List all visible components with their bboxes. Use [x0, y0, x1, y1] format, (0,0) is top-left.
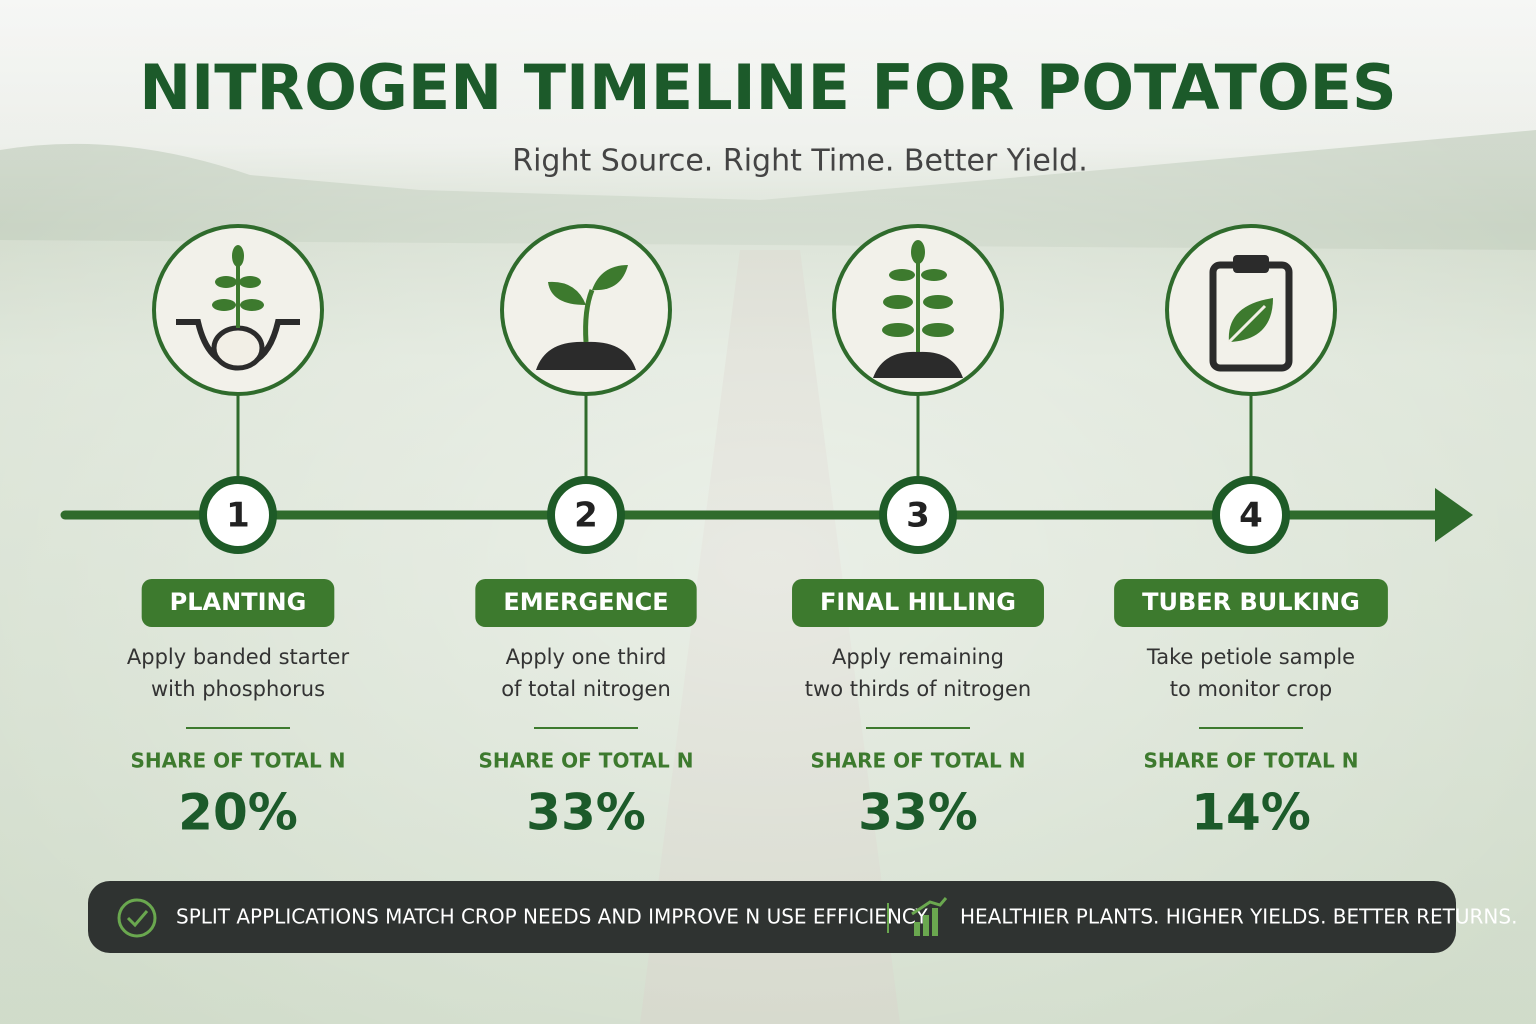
timeline-arrow	[1435, 488, 1473, 542]
share-value: 14%	[1191, 784, 1311, 842]
description: Apply one third	[506, 645, 667, 669]
check-mark	[126, 910, 149, 928]
subtitle: Right Source. Right Time. Better Yield.	[512, 144, 1088, 179]
stages: 1 PLANTING Apply banded starter with phosph…	[127, 224, 1388, 842]
footer-right: HEALTHIER PLANTS. HIGHER YIELDS. BETTER …	[960, 905, 1517, 929]
stage-pill	[792, 579, 1044, 627]
step-number: 3	[906, 496, 930, 536]
stage-pill	[1114, 579, 1388, 627]
description: two thirds of nitrogen	[805, 677, 1031, 701]
description: of total nitrogen	[501, 677, 671, 701]
title: NITROGEN TIMELINE FOR POTATOES	[139, 51, 1396, 124]
share-label: SHARE OF TOTAL N	[479, 749, 694, 773]
description: to monitor crop	[1170, 677, 1333, 701]
share-label: SHARE OF TOTAL N	[811, 749, 1026, 773]
footer-left: SPLIT APPLICATIONS MATCH CROP NEEDS AND …	[176, 905, 930, 929]
step-circle	[547, 476, 625, 554]
step-circle	[199, 476, 277, 554]
description: with phosphorus	[151, 677, 325, 701]
stage-label: FINAL HILLING	[820, 588, 1016, 616]
check-icon	[117, 898, 157, 938]
icon-hilling	[873, 240, 963, 378]
share-value: 33%	[526, 784, 646, 842]
stage-pill	[141, 579, 335, 627]
icon-planting	[176, 245, 300, 371]
share-label: SHARE OF TOTAL N	[131, 749, 346, 773]
icon-sample	[1209, 255, 1293, 372]
stage-pill	[475, 579, 697, 627]
description: Apply banded starter	[127, 645, 350, 669]
description: Take petiole sample	[1146, 645, 1355, 669]
stage-label: PLANTING	[170, 588, 307, 616]
stage-label: EMERGENCE	[503, 588, 668, 616]
description: Apply remaining	[832, 645, 1004, 669]
step-circle	[879, 476, 957, 554]
step-number: 1	[226, 496, 250, 536]
step-number: 4	[1239, 496, 1263, 536]
icon-emergence	[536, 265, 636, 370]
chart-icon	[911, 897, 948, 936]
step-number: 2	[574, 496, 598, 536]
footer-bar	[88, 881, 1456, 953]
stage-label: TUBER BULKING	[1142, 588, 1360, 616]
share-label: SHARE OF TOTAL N	[1144, 749, 1359, 773]
share-value: 20%	[178, 784, 298, 842]
step-circle	[1212, 476, 1290, 554]
share-value: 33%	[858, 784, 978, 842]
